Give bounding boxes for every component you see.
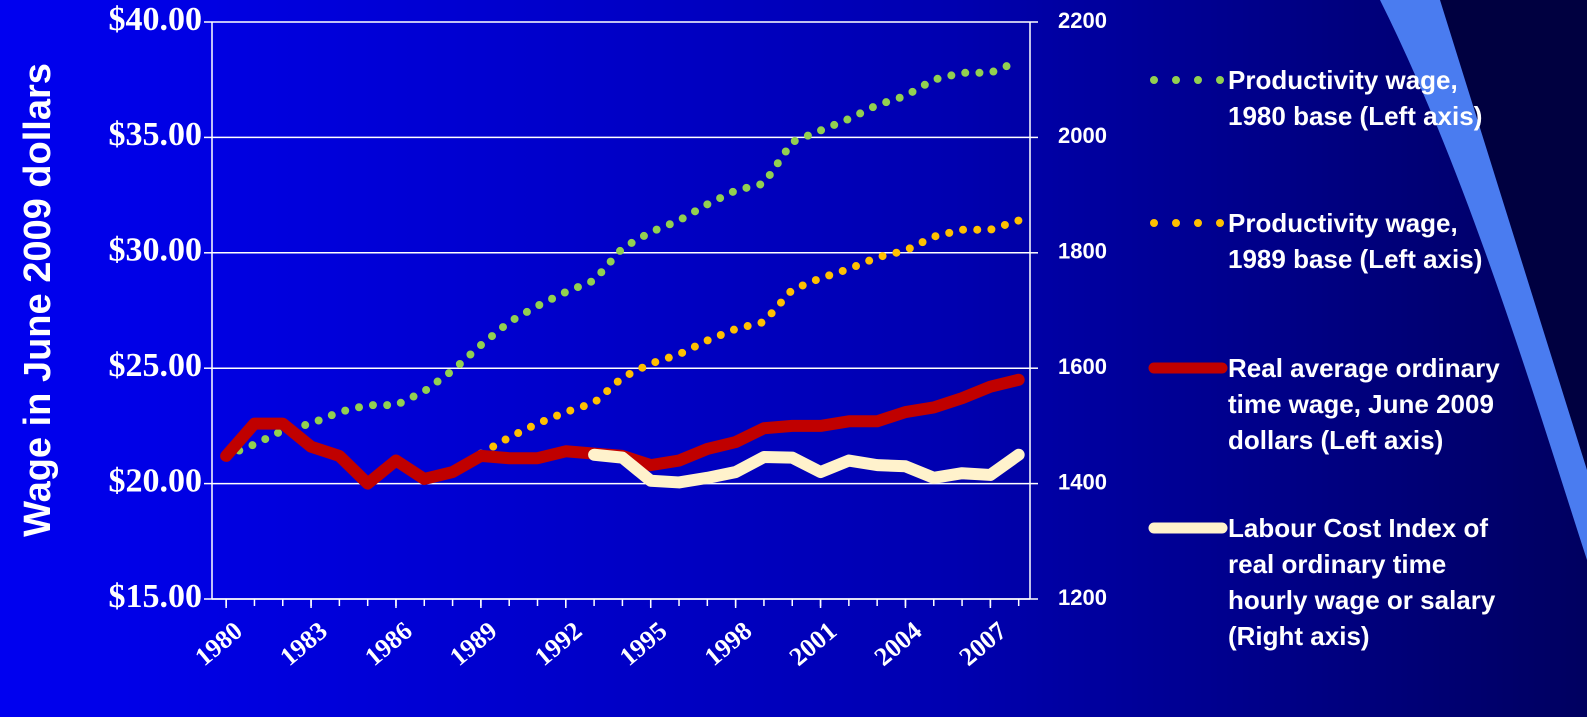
y2-tick-label: 1400 [1058,469,1107,494]
y2-tick-label: 2000 [1058,123,1107,148]
y-tick-label: $30.00 [109,232,203,269]
y-tick-label: $25.00 [109,347,203,384]
series-line [222,57,1023,460]
legend-label: Labour Cost Index of real ordinary time … [1228,513,1496,651]
series-line [588,448,1025,489]
legend-label: Productivity wage, 1980 base (Left axis) [1228,65,1483,131]
y-tick-label: $40.00 [109,1,203,38]
y2-tick-label: 1800 [1058,239,1107,264]
y-tick-label: $35.00 [109,116,203,153]
y2-tick-label: 1200 [1058,585,1107,610]
y2-tick-label: 1600 [1058,354,1107,379]
y-tick-label: $15.00 [109,578,203,615]
legend-label: Productivity wage, 1989 base (Left axis) [1228,208,1483,274]
legend-label: Real average ordinary time wage, June 20… [1228,353,1500,455]
series-line [476,216,1023,458]
dark-corner [1395,0,1587,717]
y2-tick-label: 2200 [1058,8,1107,33]
y-tick-label: $20.00 [109,462,203,499]
y-axis-title: Wage in June 2009 dollars [17,63,59,537]
